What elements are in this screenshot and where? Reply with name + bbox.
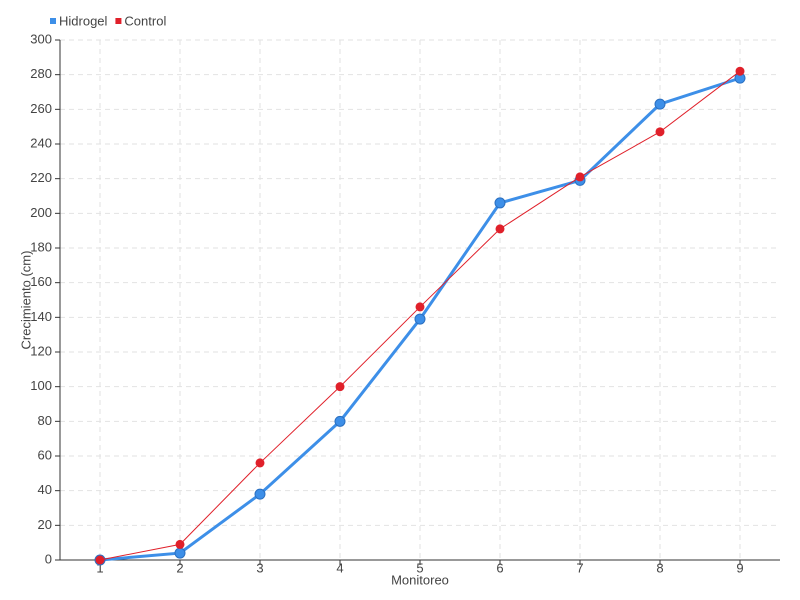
y-tick-label: 300 (30, 31, 52, 46)
x-tick-label: 5 (416, 560, 423, 575)
data-point (575, 172, 585, 182)
x-tick-label: 3 (256, 560, 263, 575)
data-point (334, 415, 346, 427)
data-point (494, 197, 506, 209)
data-point (495, 224, 505, 234)
data-point (254, 488, 266, 500)
x-tick-label: 4 (336, 560, 343, 575)
y-axis-title: Crecimiento (cm) (18, 251, 33, 350)
y-tick-label: 60 (38, 447, 52, 462)
y-tick-label: 40 (38, 482, 52, 497)
legend-label: Hidrogel (59, 13, 108, 28)
data-point (174, 547, 186, 559)
x-tick-label: 9 (736, 560, 743, 575)
x-tick-label: 1 (96, 560, 103, 575)
data-point (95, 555, 105, 565)
y-tick-label: 180 (30, 239, 52, 254)
y-tick-label: 20 (38, 517, 52, 532)
x-tick-label: 8 (656, 560, 663, 575)
y-tick-label: 160 (30, 274, 52, 289)
y-tick-label: 100 (30, 378, 52, 393)
y-tick-label: 280 (30, 66, 52, 81)
data-point (175, 539, 185, 549)
data-point (414, 313, 426, 325)
y-tick-label: 260 (30, 101, 52, 116)
data-point (255, 458, 265, 468)
y-tick-label: 140 (30, 309, 52, 324)
data-point (415, 302, 425, 312)
y-tick-label: 200 (30, 205, 52, 220)
legend-swatch (50, 18, 56, 24)
x-tick-label: 6 (496, 560, 503, 575)
legend-label: Control (124, 13, 166, 28)
x-axis-title: Monitoreo (391, 572, 449, 587)
data-point (735, 66, 745, 76)
legend: Hidrogel Control (50, 13, 166, 28)
x-tick-label: 2 (176, 560, 183, 575)
legend-swatch (115, 18, 122, 24)
y-tick-label: 0 (45, 551, 52, 566)
y-tick-label: 240 (30, 135, 52, 150)
x-tick-label: 7 (576, 560, 583, 575)
y-tick-label: 120 (30, 343, 52, 358)
y-tick-label: 220 (30, 170, 52, 185)
y-tick-label: 80 (38, 413, 52, 428)
data-point (335, 382, 345, 392)
data-point (655, 127, 665, 137)
data-point (654, 98, 666, 110)
